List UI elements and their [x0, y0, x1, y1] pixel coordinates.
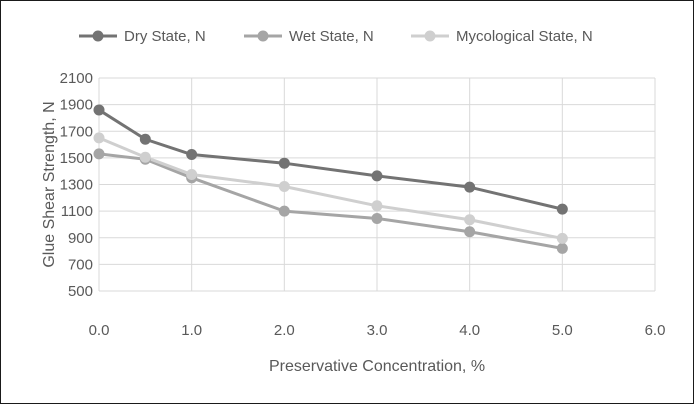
legend: Dry State, N Wet State, N Mycological Stat…: [79, 28, 593, 45]
data-point: [93, 132, 105, 144]
x-tick-label: 5.0: [552, 322, 573, 339]
y-tick-label: 700: [68, 256, 93, 273]
data-point: [278, 205, 290, 217]
data-point: [93, 104, 105, 116]
x-tick-labels: 0.0 1.0 2.0 3.0 4.0 5.0 6.0: [89, 322, 666, 339]
y-axis-title: Glue Shear Strength, N: [41, 101, 58, 267]
y-tick-label: 1900: [60, 97, 93, 114]
x-tick-label: 6.0: [645, 322, 666, 339]
legend-label: Wet State, N: [289, 28, 374, 45]
x-tick-label: 2.0: [274, 322, 295, 339]
series-line: [98, 136, 563, 240]
legend-marker: [424, 30, 436, 42]
data-point: [371, 212, 383, 224]
y-tick-label: 900: [68, 230, 93, 247]
x-tick-label: 0.0: [89, 322, 110, 339]
data-point: [556, 242, 568, 254]
data-point: [371, 200, 383, 212]
data-point: [556, 232, 568, 244]
y-tick-label: 500: [68, 283, 93, 300]
legend-marker: [257, 30, 269, 42]
data-point: [371, 170, 383, 182]
x-tick-label: 3.0: [367, 322, 388, 339]
series-group: [93, 104, 568, 254]
y-tick-label: 1300: [60, 177, 93, 194]
legend-marker: [92, 30, 104, 42]
data-point: [186, 149, 198, 161]
legend-label: Mycological State, N: [456, 28, 593, 45]
data-point: [464, 226, 476, 238]
gridlines: [98, 77, 656, 292]
data-point: [464, 181, 476, 193]
data-point: [139, 151, 151, 163]
data-point: [186, 169, 198, 181]
y-tick-label: 1700: [60, 123, 93, 140]
y-tick-label: 1100: [61, 203, 93, 220]
series-line: [98, 108, 563, 211]
data-point: [464, 214, 476, 226]
data-point: [556, 203, 568, 215]
data-point: [139, 133, 151, 145]
x-tick-label: 1.0: [181, 322, 202, 339]
data-point: [278, 180, 290, 192]
x-tick-label: 4.0: [459, 322, 480, 339]
data-point: [278, 157, 290, 169]
legend-label: Dry State, N: [124, 28, 206, 45]
y-tick-label: 2100: [60, 70, 93, 87]
y-tick-label: 1500: [60, 150, 93, 167]
y-tick-labels: 500 700 900 1100 1300 1500 1700 1900 2100: [60, 70, 93, 300]
x-axis-title: Preservative Concentration, %: [269, 358, 485, 375]
data-point: [93, 148, 105, 160]
